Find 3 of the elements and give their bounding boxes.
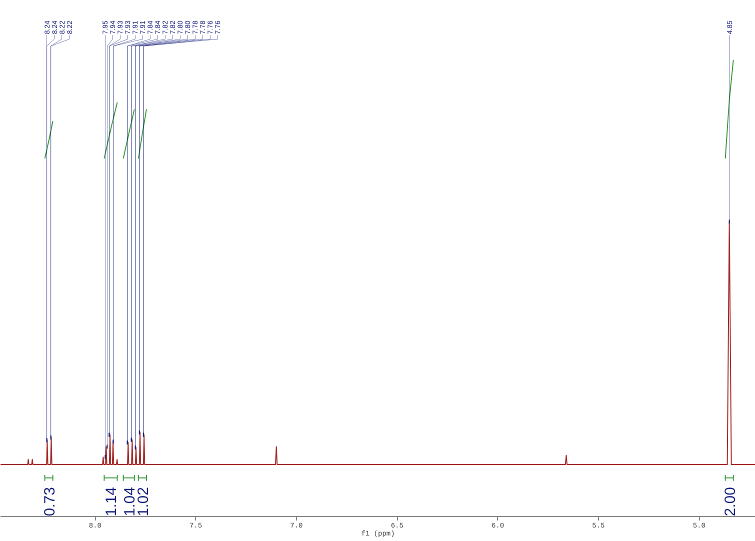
annotation: 1.14: [103, 487, 120, 516]
annotation: 2.00: [722, 487, 739, 516]
annotation: 0.73: [41, 487, 58, 516]
